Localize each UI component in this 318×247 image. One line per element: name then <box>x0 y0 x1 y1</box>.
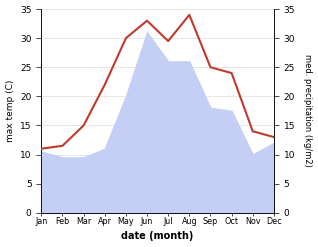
Y-axis label: med. precipitation (kg/m2): med. precipitation (kg/m2) <box>303 54 313 167</box>
Y-axis label: max temp (C): max temp (C) <box>5 80 15 142</box>
X-axis label: date (month): date (month) <box>121 231 194 242</box>
